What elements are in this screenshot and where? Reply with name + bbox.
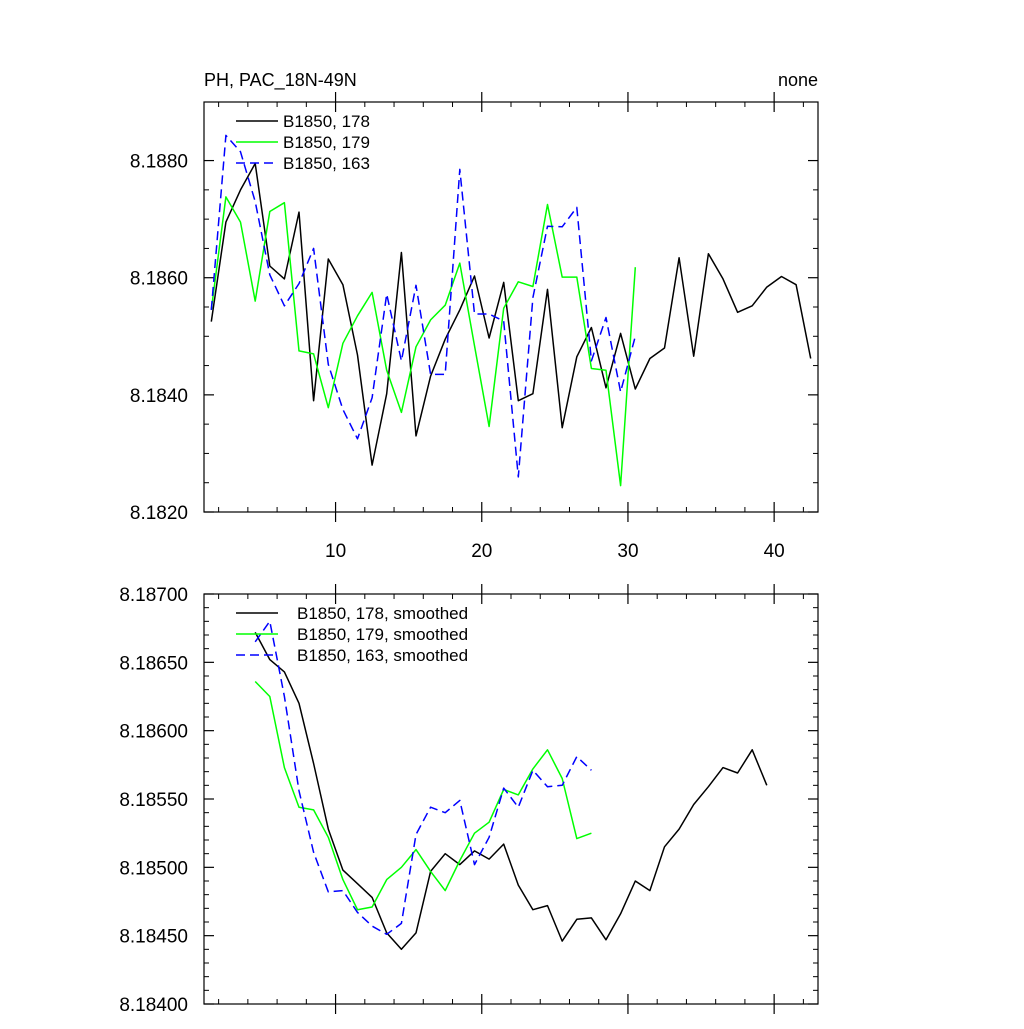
top-minor-ticks <box>204 102 818 512</box>
bottom-y-tick-label: 8.18700 <box>119 585 188 606</box>
top-x-tick-label: 30 <box>617 541 638 562</box>
top-y-tick-label: 8.1820 <box>130 503 188 524</box>
bottom-y-tick-label: 8.18400 <box>119 995 188 1016</box>
bottom-series-line-3 <box>254 620 592 936</box>
top-x-tick-label: 20 <box>471 541 492 562</box>
top-legend-label: B1850, 178 <box>283 112 370 131</box>
bottom-y-tick-label: 8.18600 <box>119 722 188 743</box>
bottom-legend: B1850, 178, smoothed B1850, 179, smoothe… <box>236 604 468 665</box>
top-panel: PH, PAC_18N-49N none 8.1820 8.1840 8.186… <box>130 70 819 562</box>
top-legend: B1850, 178 B1850, 179 B1850, 163 <box>236 112 370 173</box>
top-legend-label: B1850, 179 <box>283 133 370 152</box>
top-y-tick-label: 8.1880 <box>130 152 188 173</box>
top-y-tick-label: 8.1860 <box>130 269 188 290</box>
top-x-tick-labels: 10 20 30 40 <box>325 541 785 562</box>
top-chart-subtitle-right: none <box>778 70 818 90</box>
bottom-legend-label: B1850, 163, smoothed <box>297 646 468 665</box>
top-series-group <box>210 134 812 487</box>
top-legend-label: B1850, 163 <box>283 154 370 173</box>
bottom-y-tick-label: 8.18450 <box>119 927 188 948</box>
bottom-minor-ticks <box>204 594 818 1004</box>
bottom-series-group <box>254 620 768 951</box>
bottom-panel: 8.18400 8.18450 8.18500 8.18550 8.18600 … <box>119 584 819 1016</box>
bottom-y-tick-labels: 8.18400 8.18450 8.18500 8.18550 8.18600 … <box>119 585 188 1016</box>
bottom-series-line-1 <box>254 631 768 951</box>
top-major-ticks <box>204 92 818 522</box>
top-y-tick-label: 8.1840 <box>130 386 188 407</box>
top-series-line-1 <box>210 162 812 466</box>
top-x-tick-label: 40 <box>764 541 785 562</box>
top-chart-title: PH, PAC_18N-49N <box>204 70 357 91</box>
bottom-series-line-2 <box>254 680 592 911</box>
bottom-legend-label: B1850, 179, smoothed <box>297 625 468 644</box>
bottom-major-ticks <box>204 584 818 1014</box>
top-series-line-2 <box>210 196 637 487</box>
bottom-legend-label: B1850, 178, smoothed <box>297 604 468 623</box>
top-series-line-3 <box>210 134 637 478</box>
bottom-y-tick-label: 8.18500 <box>119 858 188 879</box>
top-y-tick-labels: 8.1820 8.1840 8.1860 8.1880 <box>130 152 188 524</box>
top-x-tick-label: 10 <box>325 541 346 562</box>
bottom-y-tick-label: 8.18650 <box>119 653 188 674</box>
bottom-y-tick-label: 8.18550 <box>119 790 188 811</box>
